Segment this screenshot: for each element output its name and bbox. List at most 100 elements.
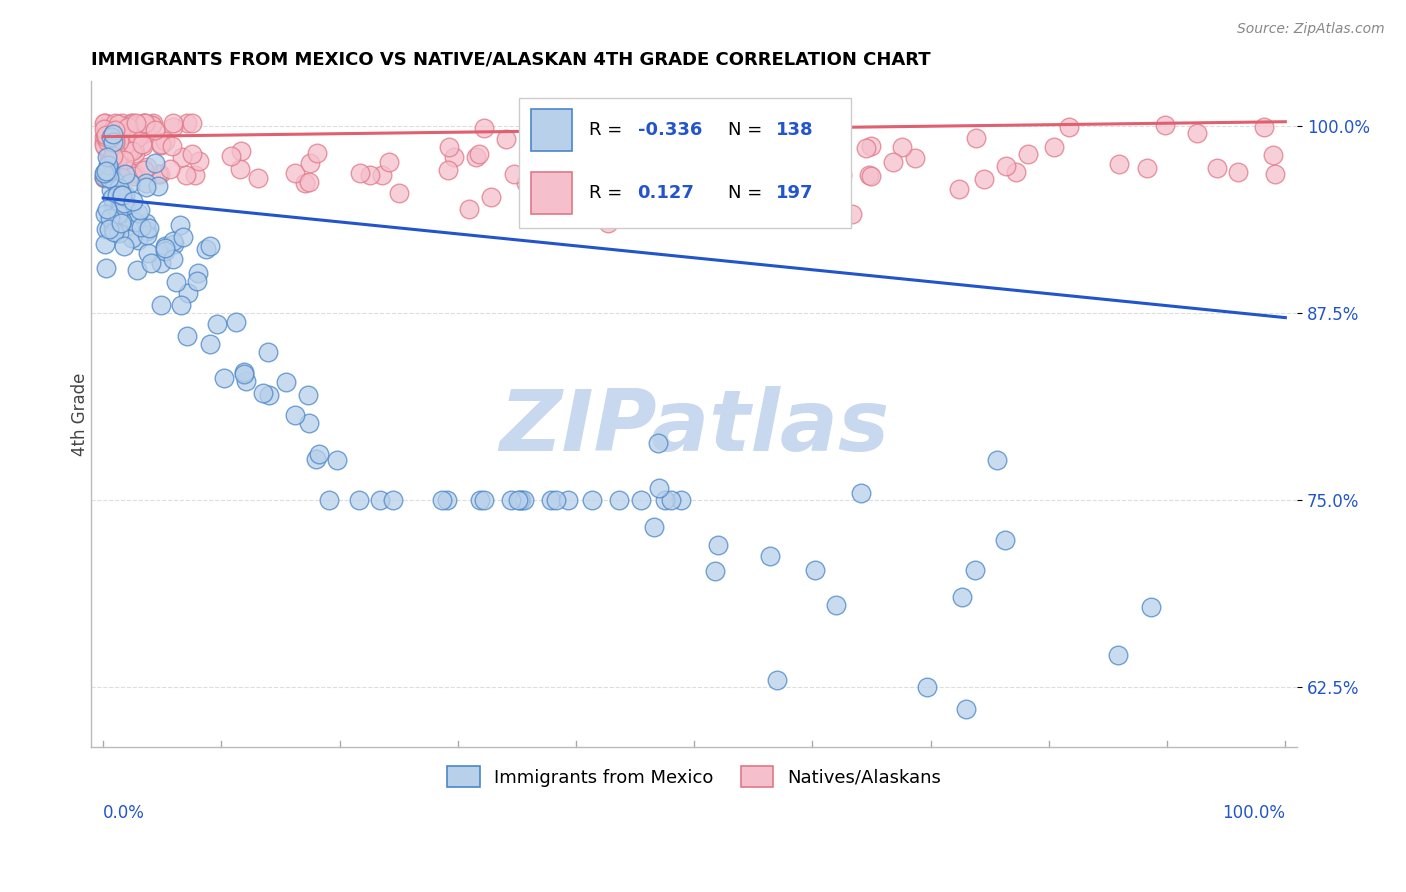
Point [134,116,156,130]
Point [94,261,117,276]
Point [571,157,593,171]
Point [128,122,150,136]
Point [643,520,665,534]
Text: R =: R = [589,121,628,139]
Point [681,206,703,220]
Point [103,149,125,163]
Point [93,169,115,184]
Point [770,172,793,186]
Point [668,168,690,182]
Point [676,135,699,149]
Point [696,152,718,166]
Point [94,140,117,154]
Point [121,145,143,159]
Point [882,155,904,169]
Point [825,598,848,612]
Point [304,452,326,467]
Point [120,119,142,133]
Point [728,172,751,186]
Point [148,167,170,181]
Point [1057,120,1080,134]
Point [1261,148,1284,162]
Point [297,175,319,189]
Y-axis label: 4th Grade: 4th Grade [72,372,89,456]
Point [111,116,134,130]
Point [121,167,143,181]
Point [388,186,411,200]
Point [1154,118,1177,132]
Point [792,169,814,183]
Point [950,591,973,605]
Point [707,145,730,160]
Point [548,147,571,161]
Point [94,166,117,180]
Point [162,116,184,130]
Point [508,493,530,508]
Point [465,150,488,164]
Point [155,134,177,148]
Point [986,453,1008,467]
Point [107,149,129,163]
Point [439,140,461,154]
Point [104,123,127,137]
Point [737,128,759,142]
Point [94,165,117,179]
Point [181,116,204,130]
Point [859,169,882,183]
Point [160,139,183,153]
Point [436,493,458,508]
Point [111,187,134,202]
Point [122,194,145,209]
Point [122,133,145,147]
Point [111,214,134,228]
Point [98,170,121,185]
Point [108,151,131,165]
Point [713,136,735,150]
Point [904,151,927,165]
Point [134,116,156,130]
Point [93,167,115,181]
Point [780,124,803,138]
Point [149,167,172,181]
Point [955,702,977,716]
Point [176,329,198,343]
Point [150,298,173,312]
Point [107,227,129,241]
Point [122,116,145,130]
Point [858,168,880,182]
Point [93,116,115,130]
Point [841,207,863,221]
Point [101,201,124,215]
Point [112,153,135,167]
Point [308,447,330,461]
Point [614,145,637,160]
Point [153,244,176,259]
Point [114,188,136,202]
Point [247,171,270,186]
FancyBboxPatch shape [531,109,572,152]
Point [596,215,619,229]
Point [501,493,523,508]
Point [371,168,394,182]
Point [163,236,186,251]
Point [149,136,172,151]
Point [96,222,118,236]
Point [381,493,404,508]
Point [125,116,148,130]
Point [136,246,159,260]
Point [93,170,115,185]
Point [468,147,491,161]
Point [146,179,169,194]
Point [103,174,125,188]
Point [94,169,117,183]
Point [274,376,297,390]
Point [117,120,139,134]
Point [103,198,125,212]
Point [803,563,825,577]
Point [97,117,120,131]
Point [162,234,184,248]
Point [127,118,149,132]
Point [94,128,117,143]
Point [813,163,835,178]
Point [235,374,257,388]
